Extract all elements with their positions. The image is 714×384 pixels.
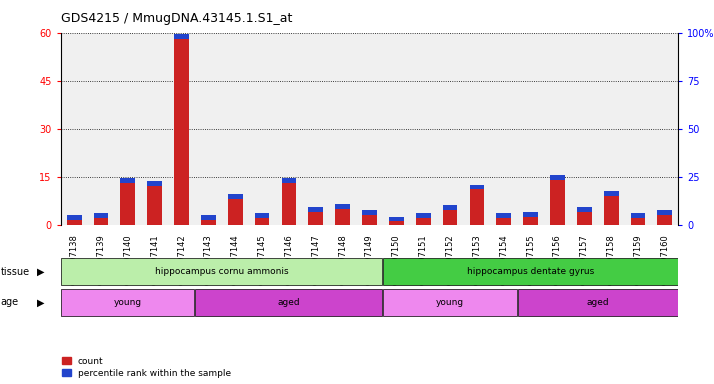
Text: GDS4215 / MmugDNA.43145.1.S1_at: GDS4215 / MmugDNA.43145.1.S1_at <box>61 12 292 25</box>
Bar <box>121 178 135 183</box>
Bar <box>604 191 618 196</box>
Bar <box>61 289 194 316</box>
Bar <box>443 205 458 210</box>
Bar <box>94 214 109 218</box>
Bar <box>201 220 216 225</box>
Bar <box>66 215 81 220</box>
Bar <box>281 178 296 183</box>
Text: tissue: tissue <box>1 266 30 277</box>
Bar <box>550 180 565 225</box>
Bar <box>147 186 162 225</box>
Bar <box>443 210 458 225</box>
Bar <box>658 210 673 215</box>
Bar <box>496 218 511 225</box>
Text: aged: aged <box>278 298 301 307</box>
Bar <box>336 209 350 225</box>
Bar <box>336 204 350 209</box>
Bar <box>201 215 216 220</box>
Bar <box>383 258 678 285</box>
Bar <box>604 196 618 225</box>
Text: hippocampus dentate gyrus: hippocampus dentate gyrus <box>467 267 594 276</box>
Text: ▶: ▶ <box>37 297 45 308</box>
Bar <box>389 217 403 222</box>
Bar <box>416 218 431 225</box>
Bar <box>389 222 403 225</box>
Text: ▶: ▶ <box>37 266 45 277</box>
Text: aged: aged <box>586 298 609 307</box>
Bar <box>496 214 511 218</box>
Bar <box>523 212 538 217</box>
Bar <box>518 289 678 316</box>
Bar <box>362 215 377 225</box>
Legend: count, percentile rank within the sample: count, percentile rank within the sample <box>61 357 231 377</box>
Bar <box>255 214 269 218</box>
Bar <box>577 212 592 225</box>
Bar <box>94 218 109 225</box>
Bar <box>577 207 592 212</box>
Bar <box>228 194 243 199</box>
Bar <box>630 218 645 225</box>
Bar <box>658 215 673 225</box>
Bar <box>470 189 484 225</box>
Bar <box>416 214 431 218</box>
Bar <box>281 183 296 225</box>
Bar <box>470 185 484 189</box>
Text: age: age <box>1 297 19 308</box>
Bar <box>147 182 162 186</box>
Bar <box>383 289 517 316</box>
Bar <box>255 218 269 225</box>
Bar <box>196 289 383 316</box>
Bar <box>362 210 377 215</box>
Bar <box>174 39 189 225</box>
Bar <box>630 214 645 218</box>
Bar <box>66 220 81 225</box>
Text: young: young <box>114 298 142 307</box>
Text: hippocampus cornu ammonis: hippocampus cornu ammonis <box>155 267 288 276</box>
Bar <box>121 183 135 225</box>
Bar <box>174 34 189 39</box>
Bar <box>308 207 323 212</box>
Bar <box>523 217 538 225</box>
Bar <box>550 175 565 180</box>
Bar <box>228 199 243 225</box>
Text: young: young <box>436 298 464 307</box>
Bar <box>61 258 383 285</box>
Bar <box>308 212 323 225</box>
